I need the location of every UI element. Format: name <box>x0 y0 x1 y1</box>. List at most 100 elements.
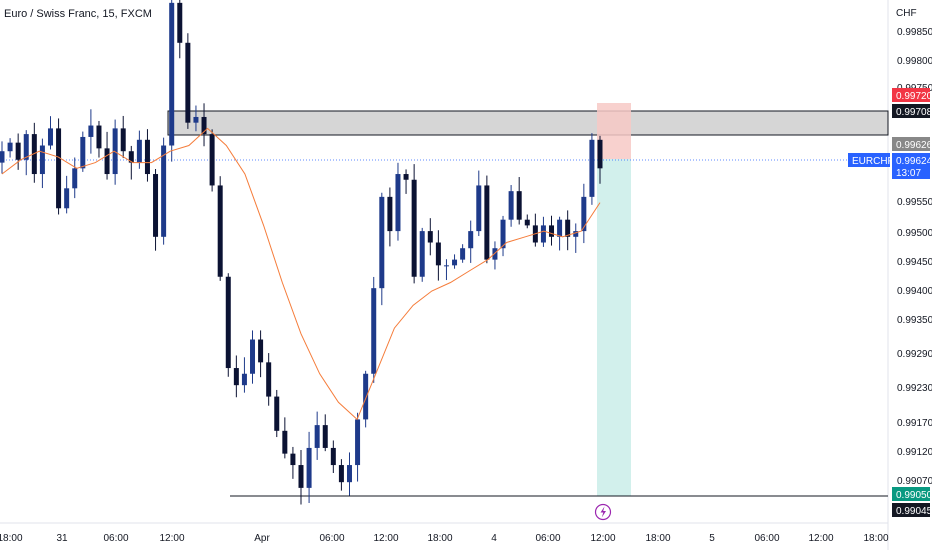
candle-body <box>581 196 587 232</box>
price-tick: 0.99400 <box>897 286 932 297</box>
candle-body <box>508 191 514 220</box>
candle-body <box>540 225 546 243</box>
svg-text:0.99045: 0.99045 <box>896 506 932 517</box>
candle-body <box>47 128 53 146</box>
candle-body <box>96 125 102 149</box>
time-tick: 12:00 <box>159 533 184 544</box>
support-price-tag: 0.99045 <box>892 503 932 517</box>
candle-body <box>15 142 21 160</box>
price-tick: 0.99120 <box>897 447 932 458</box>
take-profit-box[interactable] <box>597 159 631 496</box>
candle-body <box>56 128 62 209</box>
time-tick: 12:00 <box>590 533 615 544</box>
candle-body <box>565 219 571 237</box>
candle-body <box>144 139 150 175</box>
time-axis[interactable]: 18:00 31 06:00 12:00 Apr 06:00 12:00 18:… <box>0 533 889 544</box>
candle-body <box>330 447 336 466</box>
candle-body <box>225 276 231 369</box>
price-tick: 0.99290 <box>897 349 932 360</box>
candle-body <box>298 465 304 488</box>
candle-body <box>241 373 247 386</box>
candle-body <box>193 116 199 123</box>
lightning-icon[interactable] <box>594 503 612 521</box>
candle-body <box>169 2 175 146</box>
price-tick: 0.99450 <box>897 257 932 268</box>
candle-body <box>419 231 425 277</box>
time-tick: 4 <box>491 533 497 544</box>
candle-body <box>355 419 361 466</box>
candle-body <box>266 362 272 397</box>
candle-body <box>177 2 183 43</box>
zone-bottom-price-tag: 0.99626 <box>892 137 932 151</box>
candle-body <box>128 151 134 163</box>
time-tick: 12:00 <box>373 533 398 544</box>
resistance-zone[interactable] <box>167 110 889 136</box>
candle-body <box>371 288 377 374</box>
candle-body <box>7 142 13 152</box>
time-tick: 18:00 <box>427 533 452 544</box>
price-axis[interactable]: 0.99850 0.99800 0.99750 0.99550 0.99500 … <box>897 27 932 487</box>
time-tick: 06:00 <box>319 533 344 544</box>
candle-body <box>161 145 167 237</box>
candle-body <box>80 136 86 169</box>
candle-body <box>476 185 482 232</box>
candles-group <box>0 0 603 505</box>
candle-body <box>597 139 603 169</box>
candle-body <box>282 430 288 454</box>
candle-body <box>23 134 29 160</box>
candle-body <box>395 174 401 232</box>
candle-body <box>589 139 595 197</box>
candle-body <box>484 185 490 260</box>
time-tick: 06:00 <box>754 533 779 544</box>
candle-body <box>39 145 45 175</box>
candle-body <box>185 42 191 123</box>
candle-body <box>573 231 579 237</box>
candle-body <box>233 368 239 386</box>
candle-body <box>524 219 530 226</box>
candle-body <box>72 168 78 189</box>
candle-body <box>549 225 555 237</box>
candle-body <box>403 174 409 180</box>
candle-body <box>64 188 70 209</box>
svg-text:0.99626: 0.99626 <box>896 140 932 151</box>
symbol-price-tag[interactable]: EURCHF 0.99624 13:07 <box>848 153 932 179</box>
time-tick: 31 <box>56 533 68 544</box>
candle-body <box>435 242 441 266</box>
stop-loss-box[interactable] <box>597 103 631 159</box>
candle-body <box>492 248 498 260</box>
candle-body <box>452 259 458 266</box>
candle-body <box>363 373 369 420</box>
stop-price-tag: 0.99720 <box>892 88 932 102</box>
candle-body <box>112 128 118 175</box>
currency-label: CHF <box>896 8 917 19</box>
svg-text:0.99708: 0.99708 <box>896 107 932 118</box>
candle-body <box>443 265 449 267</box>
candle-body <box>468 231 474 249</box>
candle-body <box>346 465 352 483</box>
last-price: 0.99624 <box>896 156 932 167</box>
time-tick: 18:00 <box>863 533 888 544</box>
time-tick: 06:00 <box>103 533 128 544</box>
target-price-tag: 0.99050 <box>892 487 932 501</box>
candle-body <box>136 139 142 163</box>
candle-body <box>338 465 344 483</box>
candle-body <box>387 196 393 232</box>
symbol-label: EURCHF <box>852 156 894 167</box>
price-tick: 0.99550 <box>897 197 932 208</box>
price-tick: 0.99500 <box>897 228 932 239</box>
candle-body <box>274 396 280 431</box>
candle-body <box>250 339 256 374</box>
candle-body <box>0 151 5 163</box>
candle-body <box>209 134 215 186</box>
candle-body <box>322 425 328 448</box>
candle-body <box>258 339 264 363</box>
candle-body <box>460 248 466 260</box>
time-tick: 18:00 <box>645 533 670 544</box>
price-tick: 0.99170 <box>897 418 932 429</box>
candle-body <box>120 128 126 152</box>
zone-top-price-tag: 0.99708 <box>892 104 932 118</box>
candle-body <box>104 148 110 175</box>
chart-title: Euro / Swiss Franc, 15, FXCM <box>4 8 152 20</box>
candle-body <box>500 219 506 249</box>
